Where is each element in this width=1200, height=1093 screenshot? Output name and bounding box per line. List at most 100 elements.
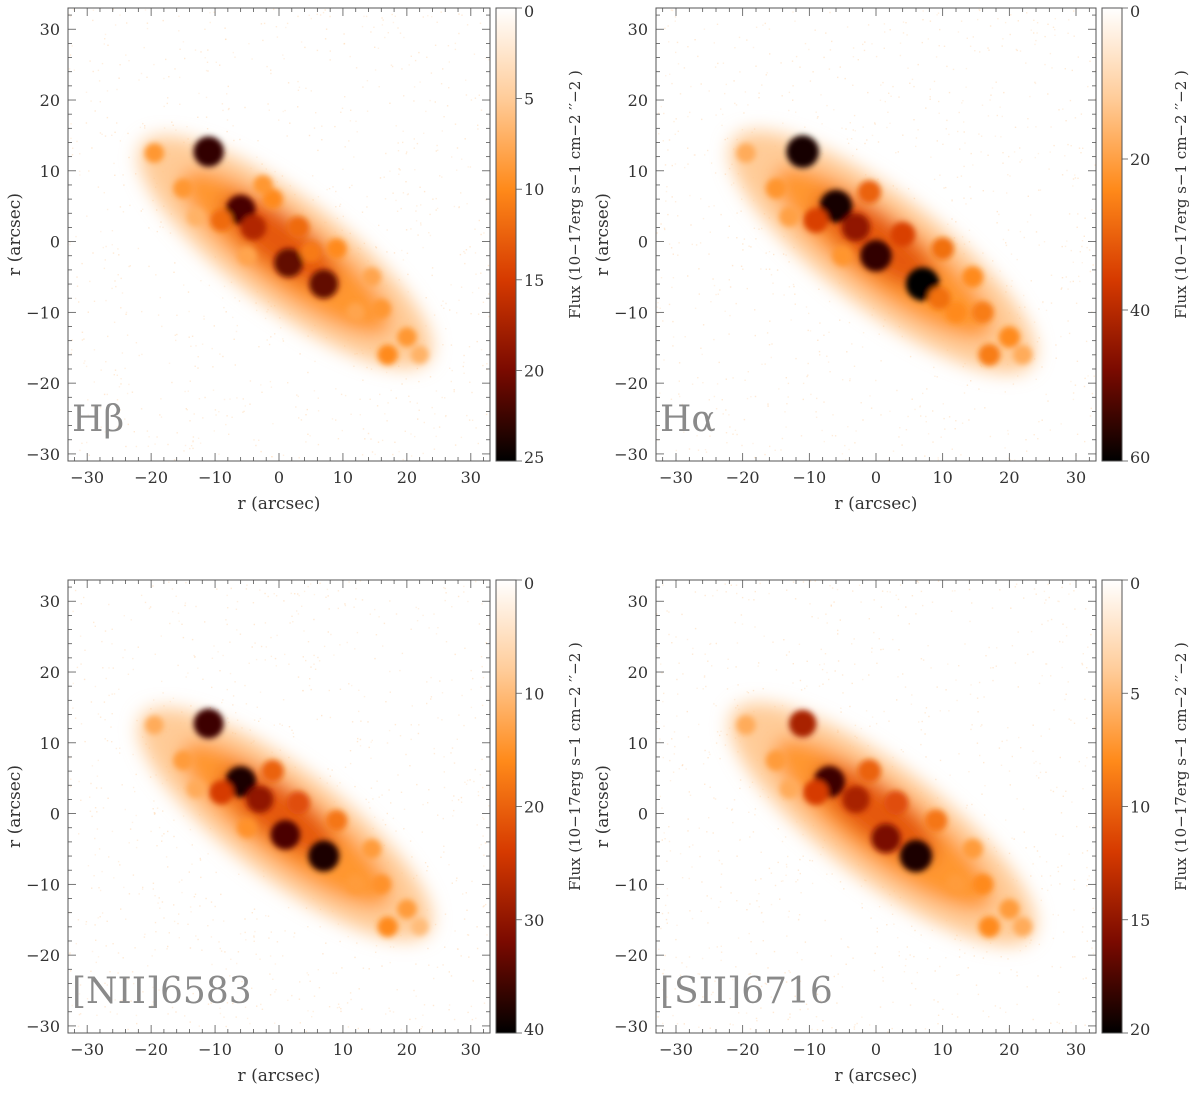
colorbar: 0 20 40 60 Flux (10−17erg s−1 cm−2 ′′−2 ) bbox=[1101, 2, 1190, 467]
y-tick-label: 20 bbox=[40, 91, 60, 110]
knot bbox=[736, 715, 756, 735]
x-tick-label: −30 bbox=[659, 468, 693, 487]
x-tick-label: 30 bbox=[461, 468, 481, 487]
x-tick-label: −20 bbox=[134, 468, 168, 487]
knot bbox=[860, 239, 892, 272]
x-tick-label: 30 bbox=[1066, 468, 1086, 487]
y-tick-label: −30 bbox=[26, 1017, 60, 1036]
x-tick-label: −10 bbox=[198, 1040, 232, 1059]
colorbar: 0 5 10 15 20 Flux (10−17erg s−1 cm−2 ′′−2 ) bbox=[1101, 574, 1190, 1039]
knot bbox=[377, 916, 398, 938]
knot bbox=[832, 245, 853, 267]
knot bbox=[186, 779, 206, 799]
colorbar-tick-label: 0 bbox=[524, 574, 534, 593]
knot bbox=[890, 222, 916, 247]
x-tick-label: 0 bbox=[871, 1040, 881, 1059]
colorbar-tick-label: 0 bbox=[1130, 2, 1140, 21]
knot bbox=[362, 267, 382, 287]
knot bbox=[300, 241, 322, 263]
knot bbox=[193, 708, 224, 739]
knot bbox=[857, 759, 882, 783]
knot bbox=[361, 839, 382, 859]
knot bbox=[857, 180, 882, 204]
x-tick-label: 0 bbox=[274, 468, 284, 487]
y-tick-label: 30 bbox=[40, 592, 60, 611]
knot bbox=[237, 246, 257, 266]
x-tick-label: 10 bbox=[932, 468, 952, 487]
knot bbox=[945, 874, 967, 895]
y-tick-label: 10 bbox=[40, 734, 60, 753]
colorbar: 0 10 20 30 40 Flux (10−17erg s−1 cm−2 ′′−2 ) bbox=[495, 574, 584, 1039]
y-tick-label: −10 bbox=[26, 303, 60, 322]
colorbar-label: Flux (10−17erg s−1 cm−2 ′′−2 ) bbox=[566, 70, 584, 319]
x-tick-label: −30 bbox=[70, 1040, 104, 1059]
knot bbox=[971, 301, 994, 324]
y-tick-label: 0 bbox=[50, 805, 60, 824]
y-tick-label: 30 bbox=[628, 20, 648, 39]
y-tick-label: −30 bbox=[26, 445, 60, 464]
y-tick-label: −10 bbox=[614, 303, 648, 322]
colorbar-tick-label: 15 bbox=[524, 271, 544, 290]
knot bbox=[144, 143, 165, 163]
y-tick-label: 30 bbox=[40, 20, 60, 39]
emission-line-label: Hβ bbox=[72, 399, 124, 440]
knot bbox=[998, 326, 1021, 348]
x-tick-label: 10 bbox=[333, 468, 353, 487]
knot bbox=[765, 750, 787, 771]
colorbar-gradient bbox=[495, 7, 517, 462]
y-axis-label: r (arcsec) bbox=[593, 193, 613, 276]
y-tick-label: 10 bbox=[40, 162, 60, 181]
y-axis-label: r (arcsec) bbox=[5, 193, 25, 276]
knot bbox=[931, 237, 954, 260]
y-tick-label: −30 bbox=[614, 445, 648, 464]
colorbar-tick-label: 5 bbox=[1130, 684, 1140, 703]
knot bbox=[410, 918, 429, 936]
knot bbox=[287, 216, 310, 239]
x-tick-label: 10 bbox=[932, 1040, 952, 1059]
knot bbox=[736, 143, 756, 163]
panel-2: −30 −20 −10 0 10 20 30 −30 −20 −10 0 10 20 30 r (arcse… bbox=[593, 2, 1190, 514]
x-tick-label: 10 bbox=[333, 1040, 353, 1059]
colorbar-label: Flux (10−17erg s−1 cm−2 ′′−2 ) bbox=[1172, 70, 1190, 319]
knot bbox=[819, 189, 853, 223]
colorbar-tick-label: 0 bbox=[524, 2, 534, 21]
knot bbox=[346, 302, 366, 322]
colorbar-tick-label: 30 bbox=[524, 911, 544, 930]
knot bbox=[924, 809, 948, 832]
knots bbox=[736, 135, 1033, 366]
colorbar-gradient bbox=[495, 579, 517, 1034]
knot bbox=[1012, 917, 1033, 937]
x-tick-label: −20 bbox=[726, 468, 760, 487]
colorbar-tick-label: 40 bbox=[524, 1020, 544, 1039]
x-tick-label: 20 bbox=[999, 468, 1019, 487]
x-tick-label: −10 bbox=[792, 468, 826, 487]
knot bbox=[377, 344, 398, 366]
knot bbox=[788, 709, 817, 738]
knot bbox=[274, 248, 304, 278]
flux-map bbox=[68, 580, 490, 1033]
y-tick-label: −10 bbox=[614, 875, 648, 894]
x-tick-label: 30 bbox=[1066, 1040, 1086, 1059]
knot bbox=[841, 213, 871, 242]
knots bbox=[144, 136, 429, 366]
colorbar-tick-label: 10 bbox=[1130, 798, 1150, 817]
x-axis-label: r (arcsec) bbox=[238, 1066, 321, 1086]
knot bbox=[961, 266, 984, 288]
knot bbox=[871, 823, 901, 854]
knot bbox=[371, 299, 392, 319]
y-tick-label: 10 bbox=[628, 162, 648, 181]
flux-map bbox=[656, 8, 1096, 461]
knot bbox=[261, 759, 284, 783]
noise-speckle bbox=[656, 8, 1096, 461]
x-tick-label: −20 bbox=[134, 1040, 168, 1059]
knot bbox=[410, 345, 429, 364]
knots bbox=[145, 708, 429, 938]
knot bbox=[173, 178, 193, 199]
knot bbox=[308, 840, 340, 872]
y-tick-label: 20 bbox=[628, 663, 648, 682]
colorbar-tick-label: 20 bbox=[1130, 150, 1150, 169]
knot bbox=[193, 136, 224, 167]
knot bbox=[1012, 345, 1033, 365]
y-tick-label: 10 bbox=[628, 734, 648, 753]
